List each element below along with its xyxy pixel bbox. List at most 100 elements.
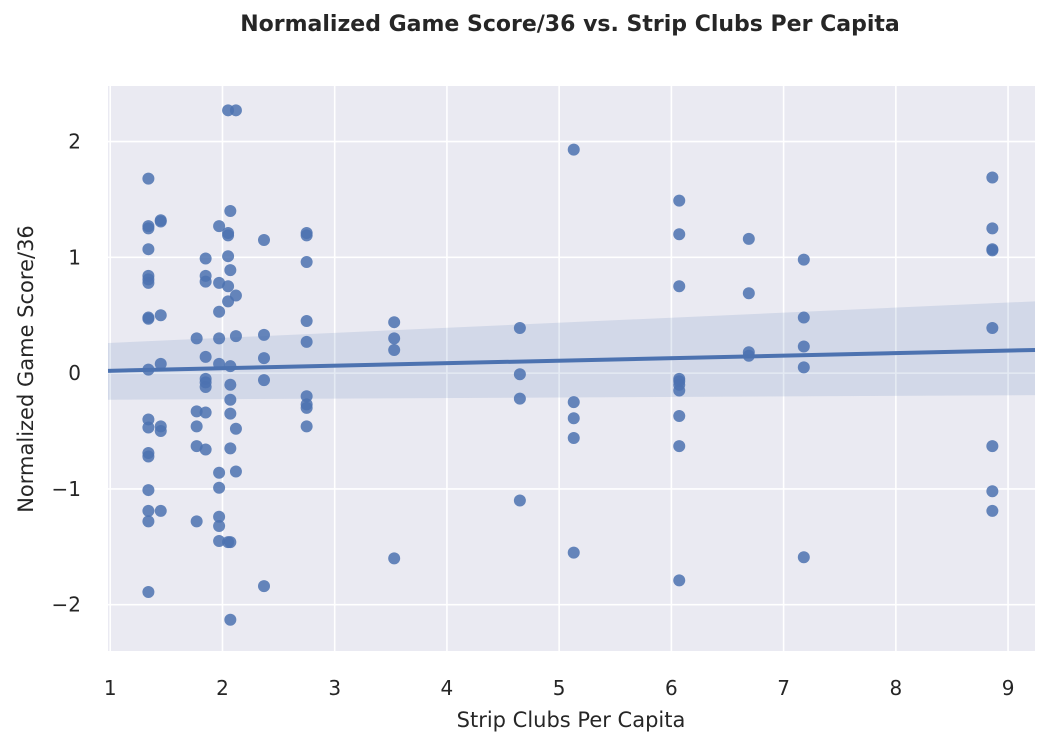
data-point [190,332,203,345]
data-point [224,407,237,420]
data-point [154,215,167,228]
data-point [986,485,999,498]
x-tick-label: 6 [665,676,678,700]
x-tick-label: 5 [553,676,566,700]
data-point [199,350,212,363]
data-point [986,244,999,257]
data-point [224,613,237,626]
confidence-band-area [108,301,1035,400]
x-tick-label: 3 [328,676,341,700]
data-point [986,171,999,184]
data-point [222,250,235,263]
y-tick-label: −2 [52,593,81,617]
data-point [567,143,580,156]
grid-lines [108,86,1035,651]
data-point [213,481,226,494]
x-tick-label: 4 [441,676,454,700]
data-point [300,229,313,242]
y-axis-label: Normalized Game Score/36 [14,225,38,513]
data-point [154,504,167,517]
data-point [224,378,237,391]
y-tick-label: 2 [68,130,81,154]
data-point [300,420,313,433]
regression-line-group [107,347,1036,373]
data-point [673,384,686,397]
data-point [142,276,155,289]
data-point [673,574,686,587]
data-point [673,440,686,453]
data-point [257,233,270,246]
data-point [567,546,580,559]
data-point [229,422,242,435]
data-point [142,222,155,235]
data-point [213,332,226,345]
data-point [797,253,810,266]
data-point [199,443,212,456]
data-point [742,232,755,245]
regression-line [107,347,1036,373]
data-point [986,504,999,517]
data-point [190,515,203,528]
y-tick-label: 1 [68,245,81,269]
data-point [154,425,167,438]
x-tick-labels: 1 2 3 4 5 6 7 8 9 [104,676,1015,700]
data-point [199,275,212,288]
data-point [513,321,526,334]
data-point [229,465,242,478]
data-point [673,409,686,422]
data-point [797,361,810,374]
data-point [797,311,810,324]
data-point [224,442,237,455]
x-tick-label: 1 [104,676,117,700]
data-point [199,252,212,265]
x-tick-label: 7 [777,676,790,700]
data-point [388,316,401,329]
y-tick-label: 0 [68,361,81,385]
data-point [142,421,155,434]
data-point [986,222,999,235]
data-point [797,551,810,564]
data-point [567,431,580,444]
y-tick-labels: −2 −1 0 1 2 [52,130,81,617]
data-point [673,194,686,207]
data-point [142,172,155,185]
data-point [742,287,755,300]
data-point [213,305,226,318]
data-point [213,535,226,548]
data-point [257,580,270,593]
confidence-band [108,301,1035,400]
x-axis-label: Strip Clubs Per Capita [457,708,686,732]
data-point [213,466,226,479]
data-point [257,352,270,365]
data-point [224,264,237,277]
data-point [797,340,810,353]
data-point [567,412,580,425]
data-point [213,510,226,523]
data-point [257,328,270,341]
data-point [224,536,237,549]
data-point [300,315,313,328]
x-tick-label: 2 [216,676,229,700]
data-point [222,229,235,242]
data-point [673,280,686,293]
data-point [142,450,155,463]
x-tick-label: 8 [889,676,902,700]
x-tick-label: 9 [1002,676,1015,700]
data-point [154,309,167,322]
data-point [229,289,242,302]
data-point [190,405,203,418]
data-point [229,104,242,117]
data-point [142,585,155,598]
y-tick-label: −1 [52,477,81,501]
data-point [986,321,999,334]
data-point [213,220,226,233]
data-point [513,392,526,405]
data-point [142,504,155,517]
data-point [388,552,401,565]
data-point [142,515,155,528]
data-point [257,374,270,387]
data-point [300,401,313,414]
data-point [513,368,526,381]
data-point [388,332,401,345]
